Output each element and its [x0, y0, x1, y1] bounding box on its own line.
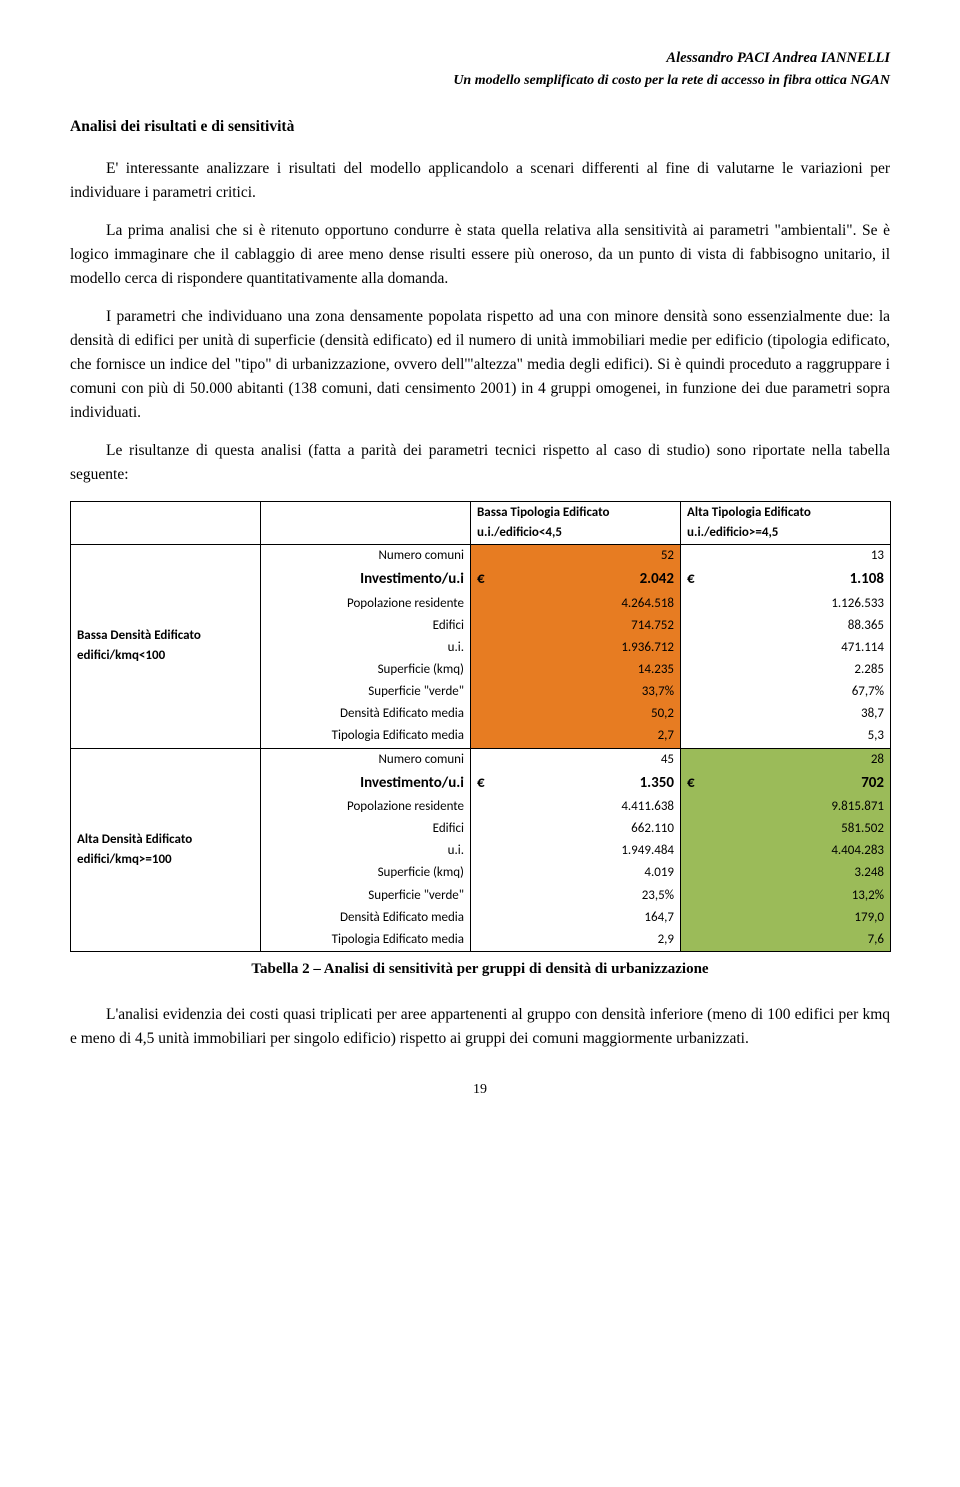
table-cell: 9.815.871	[681, 796, 891, 818]
table-cell: 5,3	[681, 725, 891, 748]
table-cell: 581.502	[681, 818, 891, 840]
paragraph-4: Le risultanze di questa analisi (fatta a…	[70, 439, 890, 487]
metric-label: u.i.	[261, 637, 471, 659]
metric-label: Edifici	[261, 615, 471, 637]
header-authors: Alessandro PACI Andrea IANNELLI	[70, 48, 890, 70]
metric-label: Edifici	[261, 818, 471, 840]
table-cell: 7,6	[681, 929, 891, 952]
table-cell: 2,9	[471, 929, 681, 952]
row-group-bassa-den: Bassa Densità Edificato edifici/kmq<100	[71, 545, 261, 748]
metric-label: Densità Edificato media	[261, 703, 471, 725]
metric-label: Tipologia Edificato media	[261, 725, 471, 748]
table-cell: 1.126.533	[681, 593, 891, 615]
table-cell: 4.411.638	[471, 796, 681, 818]
table-cell: 179,0	[681, 907, 891, 929]
metric-label: Investimento/u.i	[261, 771, 471, 796]
table-cell: €1.108	[681, 567, 891, 592]
table-cell: 2,7	[471, 725, 681, 748]
table-cell: 1.949.484	[471, 840, 681, 862]
page-number: 19	[70, 1079, 890, 1101]
table-cell: 3.248	[681, 862, 891, 884]
page-header: Alessandro PACI Andrea IANNELLI Un model…	[70, 48, 890, 91]
table-cell: 4.019	[471, 862, 681, 884]
table-cell: 67,7%	[681, 681, 891, 703]
table-cell: 13	[681, 545, 891, 568]
metric-label: Tipologia Edificato media	[261, 929, 471, 952]
table-cell: €702	[681, 771, 891, 796]
table-cell: 52	[471, 545, 681, 568]
analysis-table: Bassa Tipologia Edificato u.i./edificio<…	[70, 501, 891, 952]
table-cell: 28	[681, 748, 891, 771]
table-cell: 164,7	[471, 907, 681, 929]
metric-label: Superficie (kmq)	[261, 659, 471, 681]
table-cell: 4.264.518	[471, 593, 681, 615]
metric-label: u.i.	[261, 840, 471, 862]
metric-label: Superficie "verde"	[261, 885, 471, 907]
metric-label: Numero comuni	[261, 748, 471, 771]
table-cell: €2.042	[471, 567, 681, 592]
metric-label: Superficie (kmq)	[261, 862, 471, 884]
table-cell: 4.404.283	[681, 840, 891, 862]
table-caption: Tabella 2 – Analisi di sensitività per g…	[70, 958, 890, 981]
metric-label: Numero comuni	[261, 545, 471, 568]
table-cell: 38,7	[681, 703, 891, 725]
table-cell: 2.285	[681, 659, 891, 681]
table-cell: €1.350	[471, 771, 681, 796]
table-cell: 471.114	[681, 637, 891, 659]
header-title: Un modello semplificato di costo per la …	[70, 70, 890, 91]
table-cell: 13,2%	[681, 885, 891, 907]
table-cell: 714.752	[471, 615, 681, 637]
metric-label: Popolazione residente	[261, 796, 471, 818]
table-cell: 662.110	[471, 818, 681, 840]
col-header-bassa-tip: Bassa Tipologia Edificato u.i./edificio<…	[471, 501, 681, 544]
paragraph-2: La prima analisi che si è ritenuto oppor…	[70, 219, 890, 291]
table-cell: 14.235	[471, 659, 681, 681]
section-title: Analisi dei risultati e di sensitività	[70, 115, 890, 139]
col-header-alta-tip: Alta Tipologia Edificato u.i./edificio>=…	[681, 501, 891, 544]
table-cell: 23,5%	[471, 885, 681, 907]
table-cell: 88.365	[681, 615, 891, 637]
table-cell: 33,7%	[471, 681, 681, 703]
analysis-table-wrap: Bassa Tipologia Edificato u.i./edificio<…	[70, 501, 890, 952]
metric-label: Superficie "verde"	[261, 681, 471, 703]
paragraph-3: I parametri che individuano una zona den…	[70, 305, 890, 425]
table-cell: 45	[471, 748, 681, 771]
paragraph-1: E' interessante analizzare i risultati d…	[70, 157, 890, 205]
paragraph-5: L'analisi evidenzia dei costi quasi trip…	[70, 1003, 890, 1051]
table-cell: 50,2	[471, 703, 681, 725]
metric-label: Popolazione residente	[261, 593, 471, 615]
metric-label: Investimento/u.i	[261, 567, 471, 592]
metric-label: Densità Edificato media	[261, 907, 471, 929]
table-cell: 1.936.712	[471, 637, 681, 659]
row-group-alta-den: Alta Densità Edificato edifici/kmq>=100	[71, 748, 261, 951]
